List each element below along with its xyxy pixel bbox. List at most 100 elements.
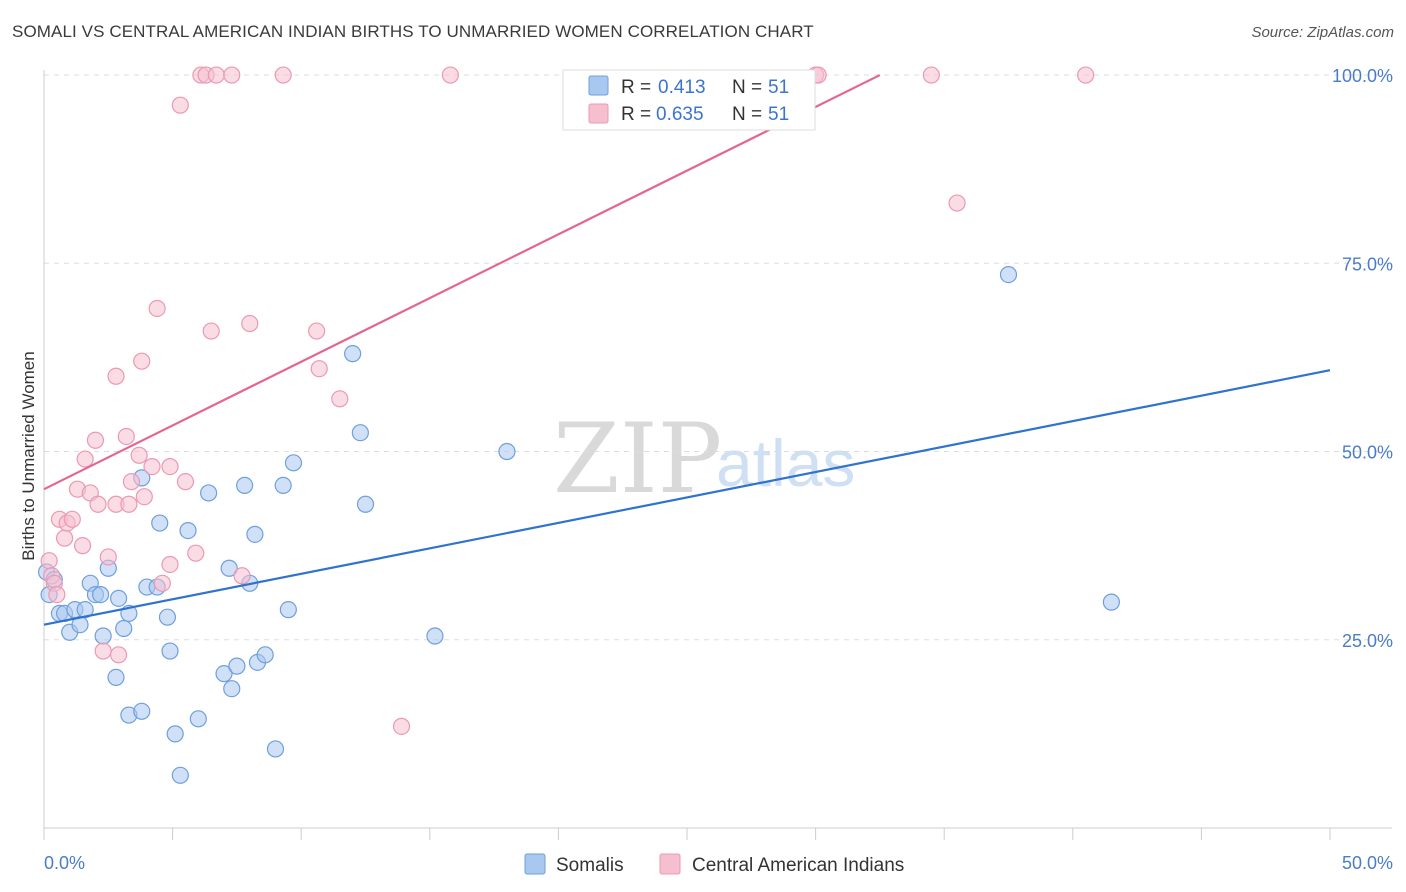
cai-point xyxy=(922,66,940,84)
somali-point xyxy=(161,642,179,660)
somali-point xyxy=(344,345,362,363)
y-tick-label-75: 75.0% xyxy=(1342,254,1393,274)
somali-point xyxy=(133,702,151,720)
legend-somali-r-value: 0.413 xyxy=(658,77,706,98)
cai-point xyxy=(117,427,135,446)
somali-point xyxy=(228,657,246,675)
somali-point xyxy=(151,514,169,532)
cai-point xyxy=(948,194,966,212)
cai-point xyxy=(86,431,105,449)
cai-point xyxy=(161,555,179,574)
cai-point xyxy=(161,457,179,476)
cai-point xyxy=(274,66,292,84)
cai-point xyxy=(233,567,251,585)
cai-point xyxy=(73,537,92,555)
somali-point xyxy=(94,627,112,645)
cai-point xyxy=(331,390,349,408)
somali-point xyxy=(166,725,184,743)
somali-point xyxy=(274,476,292,495)
cai-point xyxy=(63,510,81,528)
cai-point xyxy=(148,299,166,318)
y-tick-label-25: 25.0% xyxy=(1342,631,1393,651)
bottom-legend-somali-swatch xyxy=(524,853,546,875)
cai-point xyxy=(207,66,225,84)
legend-somali-n-label: N = xyxy=(732,77,762,98)
somali-point xyxy=(179,521,197,540)
legend-cai-r-value: 0.635 xyxy=(656,104,704,125)
somali-point xyxy=(223,680,241,698)
bottom-legend-cai-label: Central American Indians xyxy=(692,855,904,876)
cai-point xyxy=(1077,66,1095,84)
cai-point xyxy=(441,66,459,84)
legend-somali-r-label: R = xyxy=(621,77,651,98)
cai-point xyxy=(40,552,58,570)
cai-point xyxy=(135,488,153,506)
somali-point xyxy=(189,710,207,728)
x-tick-label-max: 50.0% xyxy=(1342,853,1393,873)
cai-point xyxy=(153,574,171,592)
cai-point xyxy=(143,457,161,476)
bottom-legend: Somalis Central American Indians xyxy=(524,853,904,876)
somali-point xyxy=(246,525,264,543)
watermark-zip: ZIP xyxy=(553,403,722,515)
cai-point xyxy=(76,450,94,468)
somali-point xyxy=(236,476,254,495)
somali-point xyxy=(1102,593,1120,611)
cai-point xyxy=(130,446,148,464)
legend-cai-swatch xyxy=(588,103,609,124)
cai-point xyxy=(202,322,220,340)
cai-point xyxy=(122,473,141,491)
cai-point xyxy=(241,314,259,333)
somali-point xyxy=(107,668,125,687)
somali-point xyxy=(91,585,110,604)
cai-point xyxy=(223,66,241,84)
y-axis-label: Births to Unmarried Women xyxy=(19,351,38,560)
gridlines xyxy=(44,74,1392,641)
cai-point xyxy=(392,717,411,735)
legend-box: R = 0.413 N = 51 R = 0.635 N = 51 xyxy=(562,69,816,131)
cai-point xyxy=(308,322,326,340)
cai-point xyxy=(176,473,195,491)
source-label: Source: ZipAtlas.com xyxy=(1251,24,1394,41)
somali-points xyxy=(37,265,1120,784)
somali-point xyxy=(109,589,128,607)
somali-point xyxy=(498,442,516,461)
cai-point xyxy=(171,96,189,114)
somali-point xyxy=(284,454,303,472)
y-tick-label-50: 50.0% xyxy=(1342,443,1393,463)
x-axis-ticks xyxy=(43,828,1331,840)
cai-point xyxy=(109,646,128,664)
cai-point xyxy=(89,495,107,513)
trend-lines xyxy=(43,74,1331,626)
bottom-legend-cai-swatch xyxy=(659,853,681,875)
cai-point xyxy=(120,495,138,513)
y-axis-tick-labels: 25.0% 50.0% 75.0% 100.0% xyxy=(1332,66,1393,651)
somali-point xyxy=(999,265,1018,284)
legend-cai-r-label: R = xyxy=(621,104,651,125)
somali-point xyxy=(266,740,285,758)
somali-point xyxy=(351,424,369,442)
somali-point xyxy=(215,665,233,683)
cai-point xyxy=(55,529,74,547)
legend-cai-n-value: 51 xyxy=(768,104,789,125)
watermark-atlas: atlas xyxy=(716,426,855,500)
cai-points xyxy=(40,66,1095,735)
somali-point xyxy=(115,619,133,638)
somali-point xyxy=(220,559,238,577)
legend-cai-n-label: N = xyxy=(732,104,762,125)
cai-point xyxy=(99,548,117,566)
somali-point xyxy=(171,766,189,784)
somali-trend-line xyxy=(43,369,1331,626)
legend-somali-n-value: 51 xyxy=(768,77,789,98)
cai-point xyxy=(133,352,151,370)
cai-point xyxy=(94,642,112,660)
bottom-legend-somali-label: Somalis xyxy=(556,855,624,876)
y-tick-label-100: 100.0% xyxy=(1332,66,1393,86)
somali-point xyxy=(356,495,375,513)
somali-point xyxy=(158,608,177,626)
cai-point xyxy=(48,585,66,604)
cai-point xyxy=(187,544,205,562)
chart-title: SOMALI VS CENTRAL AMERICAN INDIAN BIRTHS… xyxy=(12,22,814,41)
cai-trend-line xyxy=(43,74,881,491)
